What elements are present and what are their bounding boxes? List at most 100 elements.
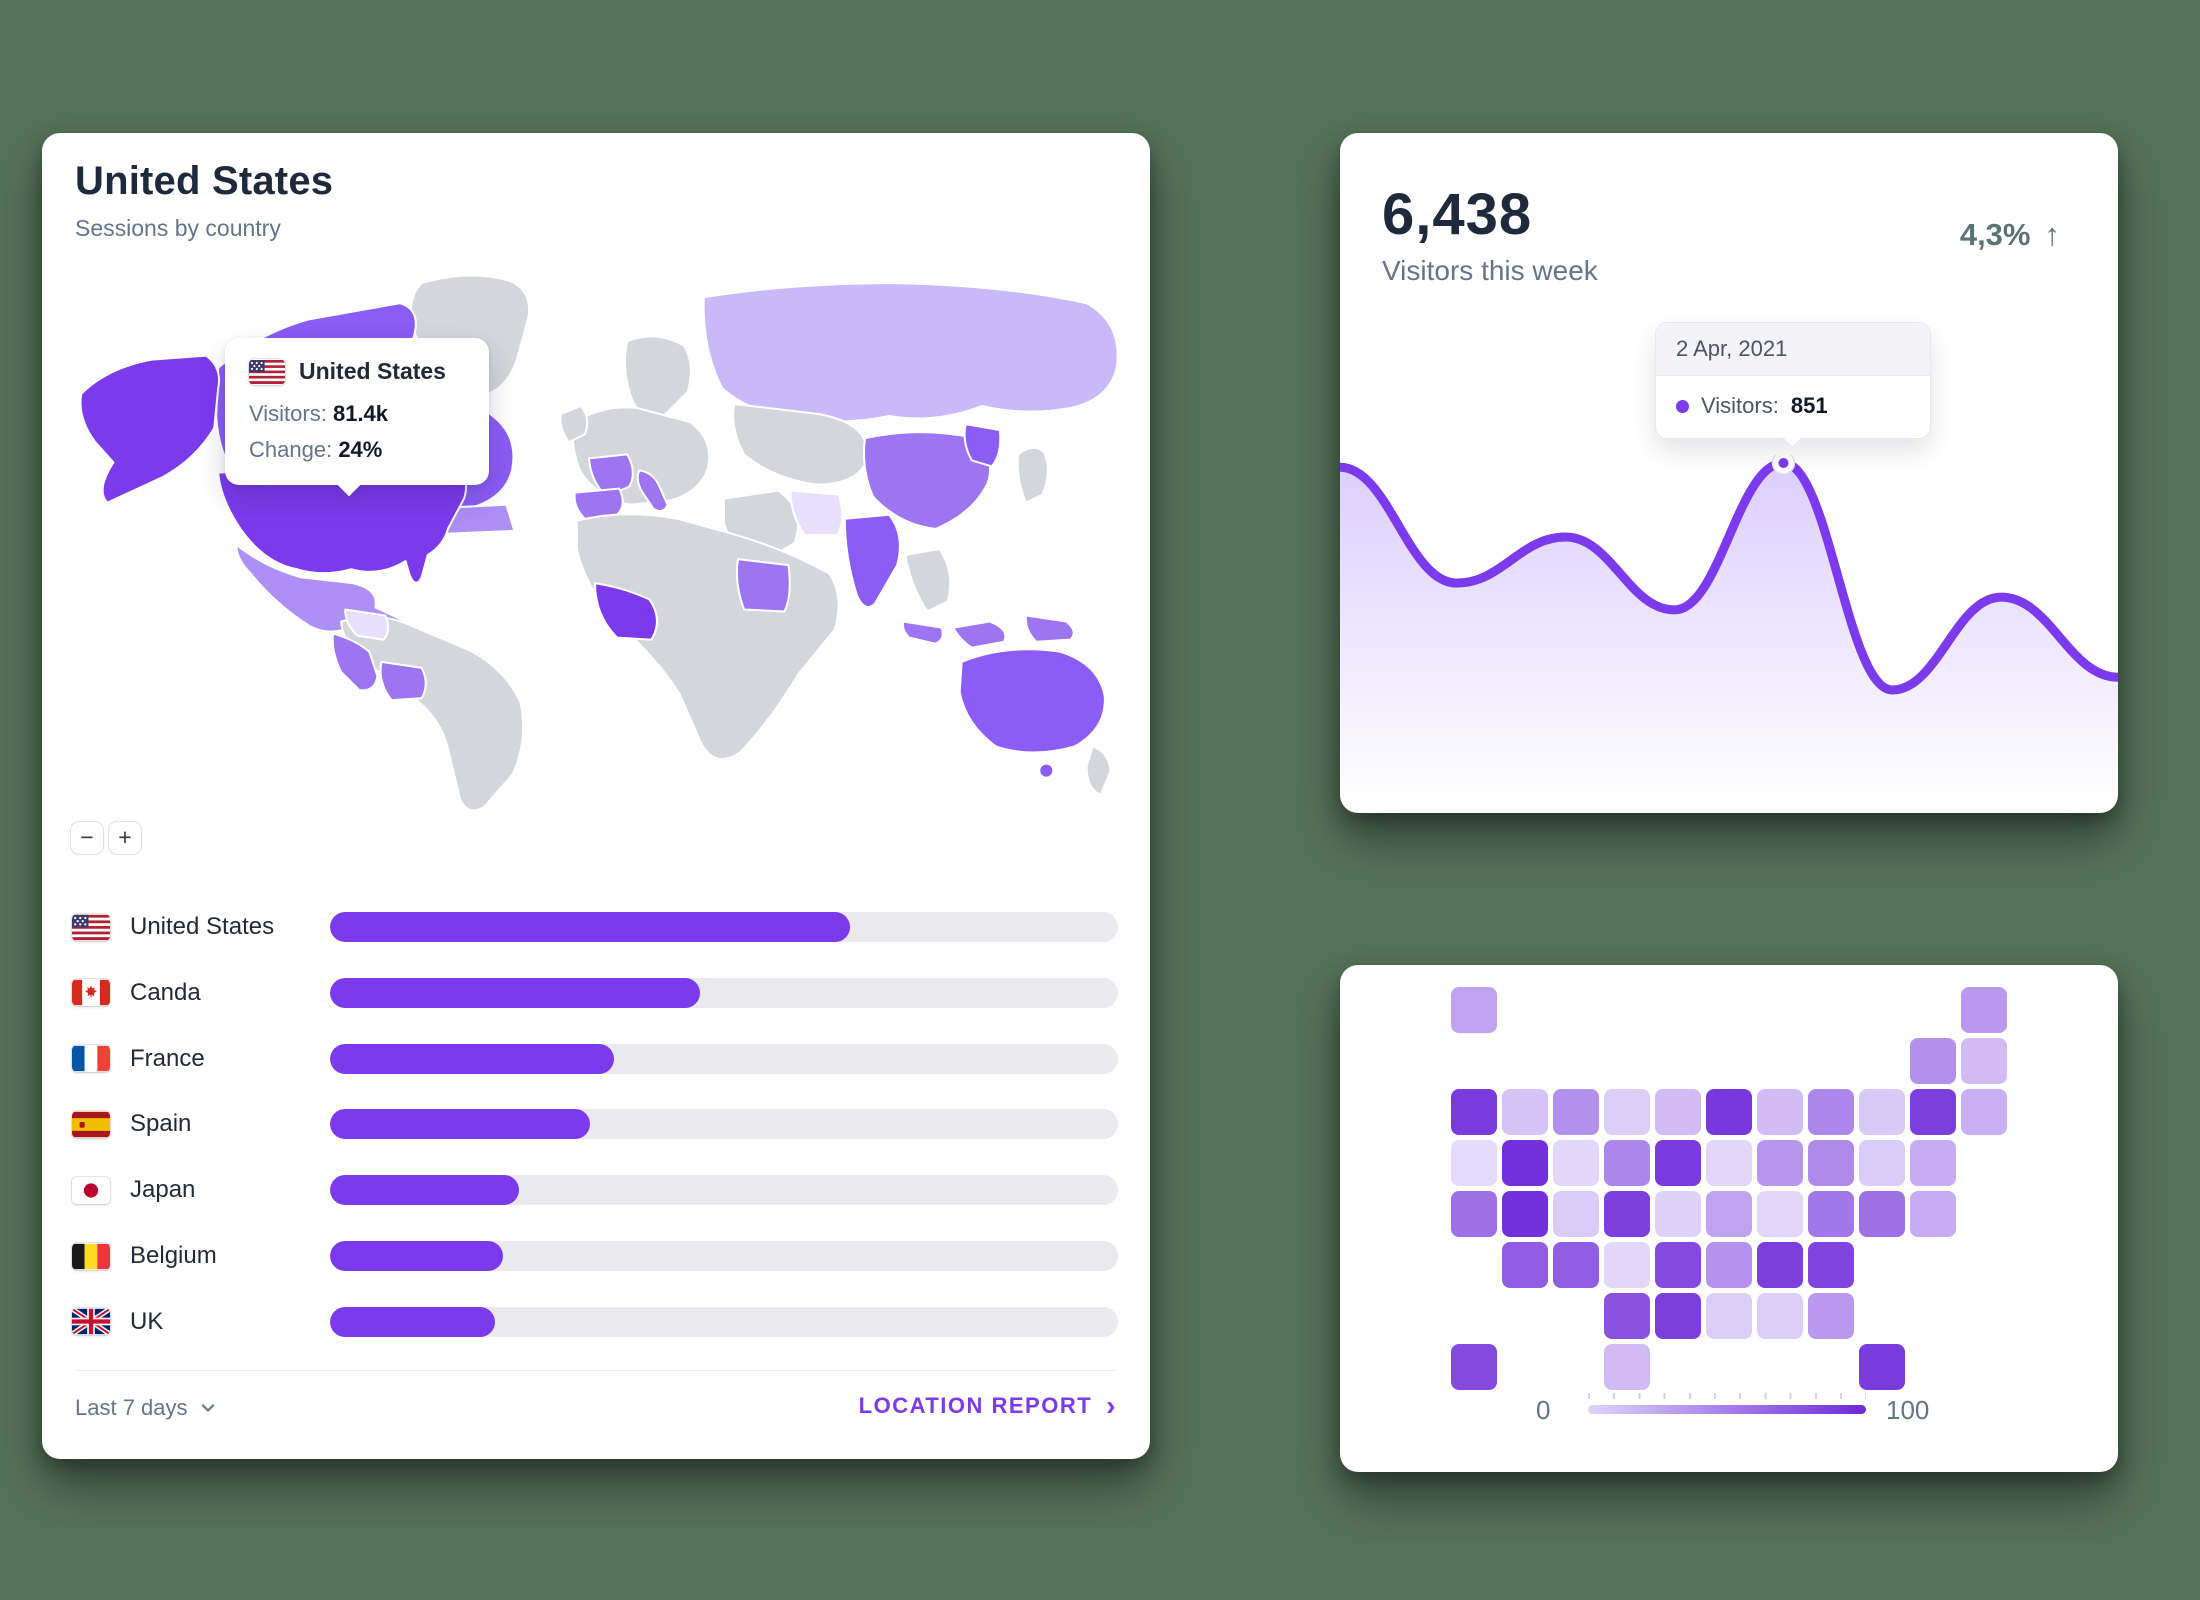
state-vt-tile[interactable] (1910, 1038, 1956, 1084)
country-bar-list: United States Canda France Spain Japan Belgiu… (72, 894, 1120, 1364)
country-label: UK (130, 1307, 164, 1335)
legend-ticks (1588, 1393, 1866, 1399)
state-mn-tile[interactable] (1655, 1089, 1701, 1135)
region-uk[interactable] (559, 404, 589, 444)
region-sudan[interactable] (735, 558, 791, 613)
us-choropleth-map[interactable] (1451, 987, 2007, 1390)
region-france[interactable] (587, 453, 634, 498)
region-new-guinea[interactable] (1024, 614, 1075, 643)
state-wa-tile[interactable] (1451, 1089, 1497, 1135)
map-tooltip-country: United States (299, 358, 446, 384)
region-tasmania[interactable] (1038, 762, 1055, 779)
country-row-ca: Canda (72, 960, 1120, 1026)
state-ky-tile[interactable] (1706, 1191, 1752, 1237)
state-va-tile[interactable] (1808, 1191, 1854, 1237)
state-ok-tile[interactable] (1604, 1293, 1650, 1339)
state-nd-tile[interactable] (1604, 1089, 1650, 1135)
state-ak-tile[interactable] (1451, 987, 1497, 1033)
region-japan[interactable] (1016, 446, 1049, 504)
country-bar-fill (330, 1306, 496, 1337)
region-colombia[interactable] (344, 608, 390, 641)
region-united-states[interactable] (217, 465, 468, 584)
country-label: Belgium (130, 1242, 217, 1269)
state-sd-tile[interactable] (1604, 1140, 1650, 1186)
region-italy[interactable] (636, 469, 669, 512)
country-label: Japan (130, 1176, 196, 1204)
state-pa-tile[interactable] (1808, 1140, 1854, 1186)
country-bar-track (330, 1109, 1118, 1140)
region-bolivia[interactable] (379, 660, 427, 702)
state-il-tile[interactable] (1706, 1089, 1752, 1135)
region-peru[interactable] (331, 632, 379, 692)
state-me-tile[interactable] (1961, 987, 2007, 1033)
state-nm-tile[interactable] (1553, 1242, 1599, 1288)
state-nj-tile[interactable] (1859, 1140, 1905, 1186)
region-indonesia[interactable] (901, 620, 1007, 649)
state-ma-tile[interactable] (1910, 1089, 1956, 1135)
region-korea[interactable] (963, 423, 1002, 468)
state-ne-tile[interactable] (1604, 1191, 1650, 1237)
state-nc-tile[interactable] (1757, 1242, 1803, 1288)
region-russia[interactable] (702, 282, 1119, 423)
state-id-tile[interactable] (1502, 1089, 1548, 1135)
state-ct-tile[interactable] (1910, 1140, 1956, 1186)
region-australia[interactable] (958, 648, 1106, 754)
zoom-out-button[interactable]: − (70, 821, 104, 855)
state-mo-tile[interactable] (1655, 1191, 1701, 1237)
chevron-right-icon: › (1106, 1390, 1117, 1421)
state-wy-tile[interactable] (1553, 1140, 1599, 1186)
flag-ca-icon (72, 979, 110, 1006)
state-mt-tile[interactable] (1553, 1089, 1599, 1135)
state-ca-tile[interactable] (1451, 1191, 1497, 1237)
world-choropleth-map[interactable] (67, 275, 1125, 819)
state-co-tile[interactable] (1553, 1191, 1599, 1237)
region-south-america[interactable] (340, 615, 525, 812)
state-de-tile[interactable] (1910, 1191, 1956, 1237)
region-iran[interactable] (789, 489, 844, 536)
country-row-jp: Japan (72, 1157, 1120, 1223)
state-hi-tile[interactable] (1451, 1344, 1497, 1390)
state-al-tile[interactable] (1757, 1293, 1803, 1339)
state-in-tile[interactable] (1706, 1140, 1752, 1186)
state-ny-tile[interactable] (1859, 1089, 1905, 1135)
region-scandinavia[interactable] (623, 335, 692, 419)
region-new-zealand[interactable] (1085, 745, 1112, 796)
state-tn-tile[interactable] (1706, 1242, 1752, 1288)
state-ms-tile[interactable] (1706, 1293, 1752, 1339)
state-la-tile[interactable] (1655, 1293, 1701, 1339)
region-west-africa[interactable] (593, 582, 658, 641)
state-ar-tile[interactable] (1655, 1242, 1701, 1288)
state-fl-tile[interactable] (1859, 1344, 1905, 1390)
region-alaska[interactable] (79, 354, 220, 504)
state-oh-tile[interactable] (1757, 1140, 1803, 1186)
state-ga-tile[interactable] (1808, 1293, 1854, 1339)
region-se-asia[interactable] (904, 548, 952, 613)
visitors-area-chart[interactable] (1340, 455, 2118, 813)
country-row-us: United States (72, 894, 1120, 960)
state-nv-tile[interactable] (1502, 1140, 1548, 1186)
state-az-tile[interactable] (1502, 1242, 1548, 1288)
state-ri-tile[interactable] (1961, 1089, 2007, 1135)
date-range-dropdown[interactable]: Last 7 days (75, 1395, 216, 1421)
state-wi-tile[interactable] (1757, 1089, 1803, 1135)
state-wv-tile[interactable] (1757, 1191, 1803, 1237)
footer-divider (75, 1370, 1117, 1371)
location-report-link[interactable]: LOCATION REPORT › (858, 1390, 1117, 1421)
state-sc-tile[interactable] (1808, 1242, 1854, 1288)
state-or-tile[interactable] (1451, 1140, 1497, 1186)
country-row-es: Spain (72, 1091, 1120, 1157)
country-bar-track (330, 1306, 1118, 1337)
region-china[interactable] (862, 431, 992, 530)
zoom-in-button[interactable]: + (108, 821, 142, 855)
state-tx-tile[interactable] (1604, 1344, 1650, 1390)
state-nh-tile[interactable] (1961, 1038, 2007, 1084)
region-india[interactable] (843, 513, 901, 609)
state-ut-tile[interactable] (1502, 1191, 1548, 1237)
state-ia-tile[interactable] (1655, 1140, 1701, 1186)
region-central-asia[interactable] (732, 402, 869, 486)
state-md-tile[interactable] (1859, 1191, 1905, 1237)
map-tooltip-visitors: Visitors: 81.4k (249, 401, 389, 426)
state-ks-tile[interactable] (1604, 1242, 1650, 1288)
country-bar-fill (330, 977, 701, 1008)
state-mi-tile[interactable] (1808, 1089, 1854, 1135)
